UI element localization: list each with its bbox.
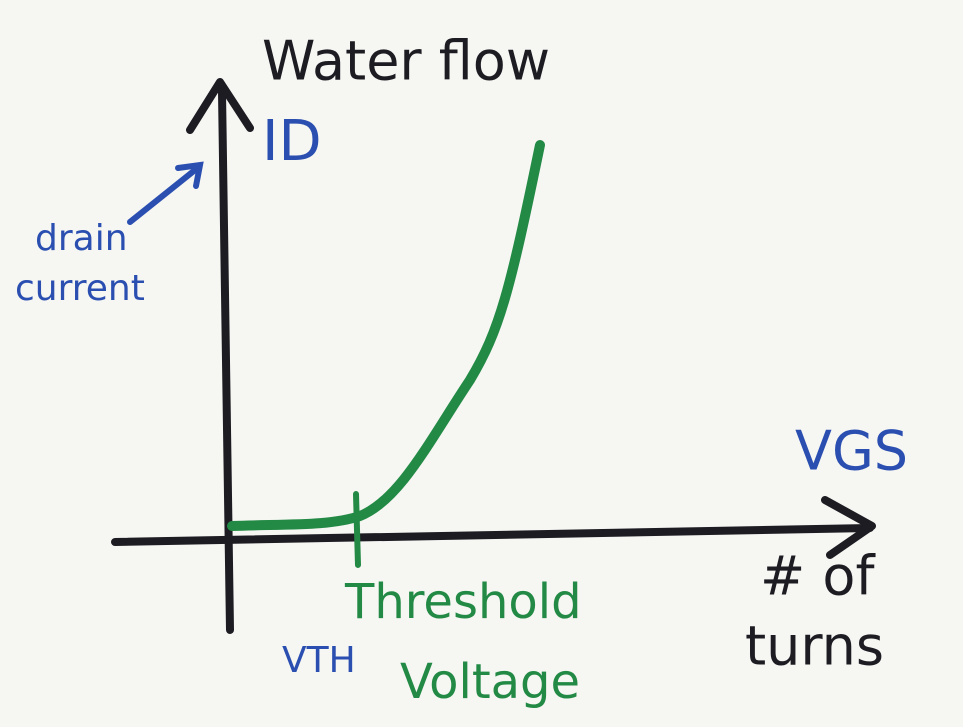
transfer-curve [232, 145, 540, 526]
y-axis-note: drain [35, 218, 128, 259]
y-axis-symbol: ID [262, 109, 322, 174]
x-axis-note: # of [760, 545, 876, 608]
x-axis-note: turns [745, 615, 884, 678]
page: {"title": "Water flow", "y_axis": {"symb… [0, 0, 963, 727]
threshold-label: Threshold [344, 574, 582, 630]
threshold-label: Voltage [400, 654, 580, 710]
y-axis-note: current [15, 268, 145, 309]
note-arrow [130, 170, 195, 222]
diagram: Water flow ID drain current VGS # of tur… [0, 0, 963, 727]
y-axis [222, 92, 230, 630]
threshold-mark [356, 494, 358, 565]
title: Water flow [262, 30, 550, 93]
x-axis-symbol: VGS [795, 420, 908, 483]
threshold-symbol: VTH [282, 640, 356, 681]
